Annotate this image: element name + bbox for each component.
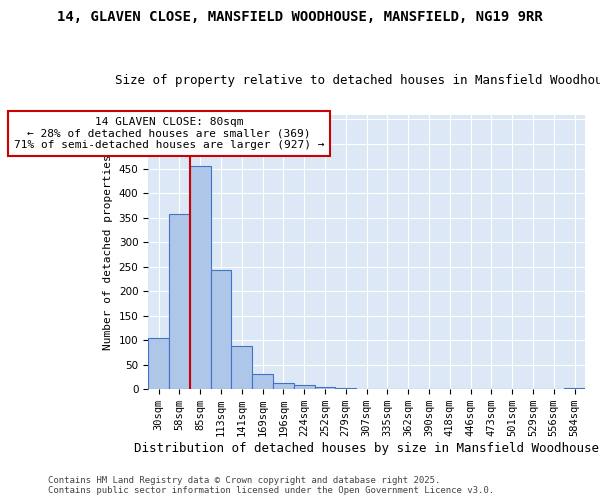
- Text: 14, GLAVEN CLOSE, MANSFIELD WOODHOUSE, MANSFIELD, NG19 9RR: 14, GLAVEN CLOSE, MANSFIELD WOODHOUSE, M…: [57, 10, 543, 24]
- Y-axis label: Number of detached properties: Number of detached properties: [103, 154, 113, 350]
- Bar: [294, 386, 314, 389]
- Bar: [232, 346, 252, 389]
- Bar: [190, 166, 211, 389]
- Bar: [169, 214, 190, 389]
- Bar: [335, 388, 356, 389]
- Text: Contains HM Land Registry data © Crown copyright and database right 2025.
Contai: Contains HM Land Registry data © Crown c…: [48, 476, 494, 495]
- Bar: [273, 383, 294, 389]
- Bar: [211, 270, 232, 389]
- X-axis label: Distribution of detached houses by size in Mansfield Woodhouse: Distribution of detached houses by size …: [134, 442, 599, 455]
- Bar: [252, 374, 273, 389]
- Bar: [564, 388, 585, 389]
- Bar: [148, 338, 169, 389]
- Title: Size of property relative to detached houses in Mansfield Woodhouse: Size of property relative to detached ho…: [115, 74, 600, 87]
- Text: 14 GLAVEN CLOSE: 80sqm
← 28% of detached houses are smaller (369)
71% of semi-de: 14 GLAVEN CLOSE: 80sqm ← 28% of detached…: [14, 117, 324, 150]
- Bar: [314, 387, 335, 389]
